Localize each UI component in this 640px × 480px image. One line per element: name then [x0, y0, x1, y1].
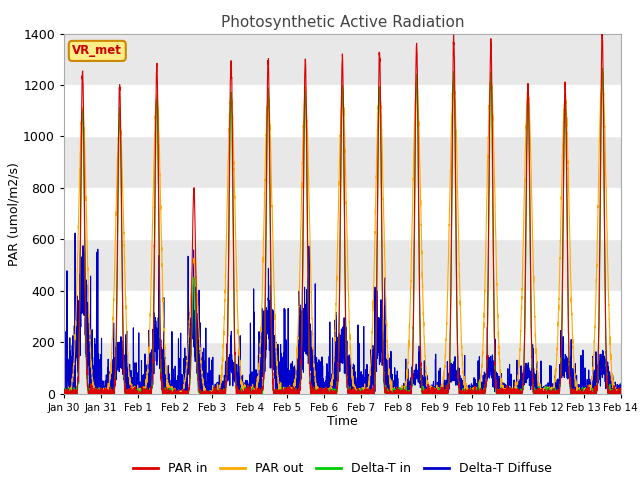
X-axis label: Time: Time — [327, 415, 358, 429]
Text: VR_met: VR_met — [72, 44, 122, 58]
Bar — [64, 240, 621, 291]
Legend: PAR in, PAR out, Delta-T in, Delta-T Diffuse: PAR in, PAR out, Delta-T in, Delta-T Dif… — [129, 457, 556, 480]
Y-axis label: PAR (umol/m2/s): PAR (umol/m2/s) — [7, 162, 20, 265]
Bar — [64, 342, 621, 394]
Title: Photosynthetic Active Radiation: Photosynthetic Active Radiation — [221, 15, 464, 30]
Bar — [64, 34, 621, 85]
Bar — [64, 136, 621, 188]
